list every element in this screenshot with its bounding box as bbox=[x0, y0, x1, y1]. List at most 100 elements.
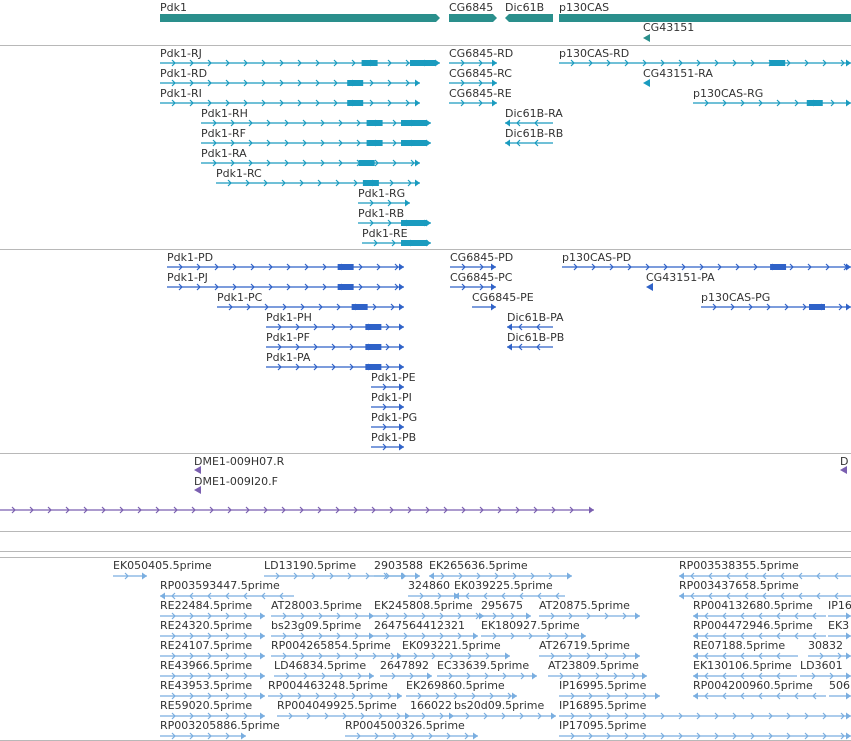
feature[interactable]: IP16 bbox=[828, 599, 851, 620]
feature[interactable]: Pdk1-RA bbox=[201, 147, 420, 167]
feature[interactable]: EK265636.5prime bbox=[429, 559, 572, 580]
feature[interactable]: IP17095.5prime bbox=[559, 719, 851, 740]
feature[interactable]: Pdk1-RD bbox=[160, 67, 420, 87]
feature[interactable]: RP004472946.5prime bbox=[693, 619, 826, 640]
feature[interactable]: 506 bbox=[829, 679, 851, 700]
feature[interactable]: RP004132680.5prime bbox=[693, 599, 826, 620]
feature[interactable]: AT20875.5prime bbox=[539, 599, 640, 620]
feature[interactable]: p130CAS bbox=[559, 1, 851, 22]
feature[interactable]: CG43151-PA bbox=[646, 271, 715, 291]
feature[interactable]: EK039225.5prime bbox=[454, 579, 565, 600]
feature[interactable]: IP16895.5prime bbox=[559, 699, 851, 720]
feature[interactable]: RP004049925.5prime bbox=[277, 699, 410, 720]
feature[interactable]: CG6845-PC bbox=[450, 271, 513, 291]
feature[interactable]: Pdk1-PG bbox=[371, 411, 417, 431]
feature[interactable]: CG6845-PD bbox=[450, 251, 513, 271]
feature[interactable]: RP004500326.5prime bbox=[345, 719, 478, 740]
feature[interactable]: DME1-009I20.F bbox=[194, 475, 278, 494]
feature[interactable]: Pdk1-RF bbox=[201, 127, 431, 147]
feature[interactable]: LD3601 bbox=[800, 659, 851, 680]
feature[interactable]: RP003437658.5prime bbox=[679, 579, 851, 600]
feature[interactable]: Pdk1-RC bbox=[216, 167, 420, 187]
feature[interactable]: RE43953.5prime bbox=[160, 679, 265, 700]
strand-chevron bbox=[374, 732, 379, 740]
feature[interactable]: Pdk1-PC bbox=[217, 291, 404, 311]
feature[interactable]: RP004463248.5prime bbox=[268, 679, 402, 700]
feature[interactable]: RP004265854.5prime bbox=[271, 639, 402, 660]
feature[interactable]: RE07188.5prime bbox=[693, 639, 798, 660]
feature[interactable]: Pdk1-PH bbox=[266, 311, 404, 331]
feature[interactable]: EC33639.5prime bbox=[437, 659, 537, 680]
feature[interactable]: Pdk1-PD bbox=[167, 251, 404, 271]
strand-chevron bbox=[726, 572, 731, 580]
feature[interactable]: CG43151-RA bbox=[643, 67, 713, 87]
feature[interactable]: RE59020.5prime bbox=[160, 699, 265, 720]
feature[interactable]: RP003593447.5prime bbox=[160, 579, 294, 600]
feature[interactable]: Dic61B-PB bbox=[507, 331, 564, 351]
feature[interactable]: 166022 bbox=[410, 699, 454, 720]
feature[interactable]: Pdk1-PJ bbox=[167, 271, 404, 291]
feature[interactable]: p130CAS-PD bbox=[562, 251, 851, 271]
feature[interactable]: AT26719.5prime bbox=[539, 639, 640, 660]
feature[interactable]: Pdk1-RJ bbox=[160, 47, 440, 67]
feature[interactable]: EK050405.5prime bbox=[113, 559, 212, 580]
feature[interactable]: Pdk1-PA bbox=[266, 351, 404, 371]
feature[interactable]: 2903588 bbox=[374, 559, 423, 580]
feature[interactable]: Pdk1-RG bbox=[358, 187, 410, 207]
feature[interactable]: Pdk1-PI bbox=[371, 391, 412, 411]
feature[interactable]: CG6845-RC bbox=[449, 67, 512, 87]
feature[interactable]: EK3 bbox=[828, 619, 851, 640]
feature[interactable]: AT23809.5prime bbox=[548, 659, 647, 680]
feature[interactable]: 2647564412321 bbox=[374, 619, 478, 640]
feature[interactable]: Pdk1-RE bbox=[362, 227, 431, 247]
feature[interactable]: CG6845-RD bbox=[449, 47, 513, 67]
feature[interactable]: LD46834.5prime bbox=[274, 659, 374, 680]
feature[interactable]: RP003538355.5prime bbox=[679, 559, 851, 580]
feature[interactable]: RE22484.5prime bbox=[160, 599, 265, 620]
feature[interactable]: bs20d09.5prime bbox=[454, 699, 556, 720]
feature[interactable]: Dic61B-PA bbox=[507, 311, 564, 331]
feature[interactable]: 30832 bbox=[808, 639, 851, 660]
feature[interactable]: 324860 bbox=[408, 579, 459, 600]
feature[interactable]: Pdk1-PF bbox=[266, 331, 404, 351]
feature[interactable]: RP004200960.5prime bbox=[693, 679, 826, 700]
feature[interactable]: RE43966.5prime bbox=[160, 659, 265, 680]
feature[interactable]: p130CAS-PG bbox=[701, 291, 851, 311]
feature[interactable]: Pdk1-RH bbox=[201, 107, 431, 127]
feature[interactable]: AT28003.5prime bbox=[271, 599, 374, 620]
feature[interactable]: CG6845 bbox=[449, 1, 497, 22]
feature[interactable]: Pdk1 bbox=[160, 1, 440, 22]
feature[interactable]: Dic61B-RA bbox=[505, 107, 563, 127]
feature[interactable]: RE24107.5prime bbox=[160, 639, 265, 660]
feature[interactable]: CG6845-RE bbox=[449, 87, 512, 107]
feature[interactable]: Dic61B bbox=[505, 1, 553, 22]
strand-chevron bbox=[171, 732, 176, 740]
feature[interactable]: p130CAS-RG bbox=[693, 87, 851, 107]
feature[interactable]: p130CAS-RD bbox=[559, 47, 851, 67]
feature[interactable]: Dic61B-RB bbox=[505, 127, 563, 147]
feature[interactable]: EK180927.5prime bbox=[481, 619, 586, 640]
feature[interactable] bbox=[0, 506, 594, 514]
feature[interactable]: EK245808.5prime bbox=[374, 599, 484, 620]
strand-chevron bbox=[387, 99, 392, 107]
feature[interactable]: Pdk1-RI bbox=[160, 87, 420, 107]
feature[interactable]: EK269860.5prime bbox=[406, 679, 517, 700]
feature[interactable]: D bbox=[840, 455, 848, 474]
feature[interactable]: DME1-009H07.R bbox=[194, 455, 285, 474]
strand-chevron bbox=[171, 59, 176, 67]
feature[interactable]: CG6845-PE bbox=[472, 291, 534, 311]
feature[interactable]: Pdk1-PB bbox=[371, 431, 416, 451]
feature[interactable]: 295675 bbox=[481, 599, 531, 620]
feature[interactable]: bs23g09.5prime bbox=[271, 619, 374, 640]
feature[interactable]: IP16995.5prime bbox=[559, 679, 660, 700]
feature[interactable]: RE24320.5prime bbox=[160, 619, 265, 640]
feature[interactable]: 2647892 bbox=[380, 659, 432, 680]
strand-chevron bbox=[483, 592, 488, 600]
feature[interactable]: RP003205886.5prime bbox=[160, 719, 280, 740]
feature[interactable]: EK130106.5prime bbox=[693, 659, 797, 680]
feature[interactable]: EK093221.5prime bbox=[402, 639, 510, 660]
feature[interactable]: Pdk1-PE bbox=[371, 371, 416, 391]
strand-chevron bbox=[478, 79, 483, 87]
feature[interactable]: Pdk1-RB bbox=[358, 207, 431, 227]
feature[interactable]: CG43151 bbox=[643, 21, 694, 42]
